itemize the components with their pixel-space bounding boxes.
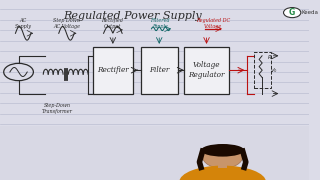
Text: Regulated Power Supply: Regulated Power Supply — [64, 11, 202, 21]
Bar — [218, 160, 227, 168]
Text: AC
Supply: AC Supply — [15, 18, 32, 29]
Text: Filter: Filter — [149, 66, 169, 74]
Text: $R_L$: $R_L$ — [267, 53, 274, 62]
Text: Step-Down
Transformer: Step-Down Transformer — [42, 103, 73, 114]
Text: Step Down
AC Voltage: Step Down AC Voltage — [53, 18, 80, 29]
Ellipse shape — [179, 166, 266, 180]
Circle shape — [203, 145, 243, 168]
Text: Voltage
Regulator: Voltage Regulator — [188, 61, 225, 79]
Text: Keeda: Keeda — [301, 10, 318, 15]
Bar — [253, 52, 270, 88]
Bar — [93, 47, 133, 94]
Text: Rectifier: Rectifier — [97, 66, 129, 74]
Text: Filtered
Ripple: Filtered Ripple — [150, 18, 170, 29]
Bar — [0, 126, 309, 180]
Text: $V_0$: $V_0$ — [270, 66, 278, 75]
Text: Rectified
Output: Rectified Output — [101, 18, 123, 29]
Text: G: G — [289, 8, 295, 17]
Circle shape — [284, 8, 301, 18]
Ellipse shape — [201, 144, 244, 157]
Text: Regulated DC
Voltage: Regulated DC Voltage — [196, 18, 230, 29]
Bar — [141, 47, 178, 94]
Bar — [184, 47, 229, 94]
